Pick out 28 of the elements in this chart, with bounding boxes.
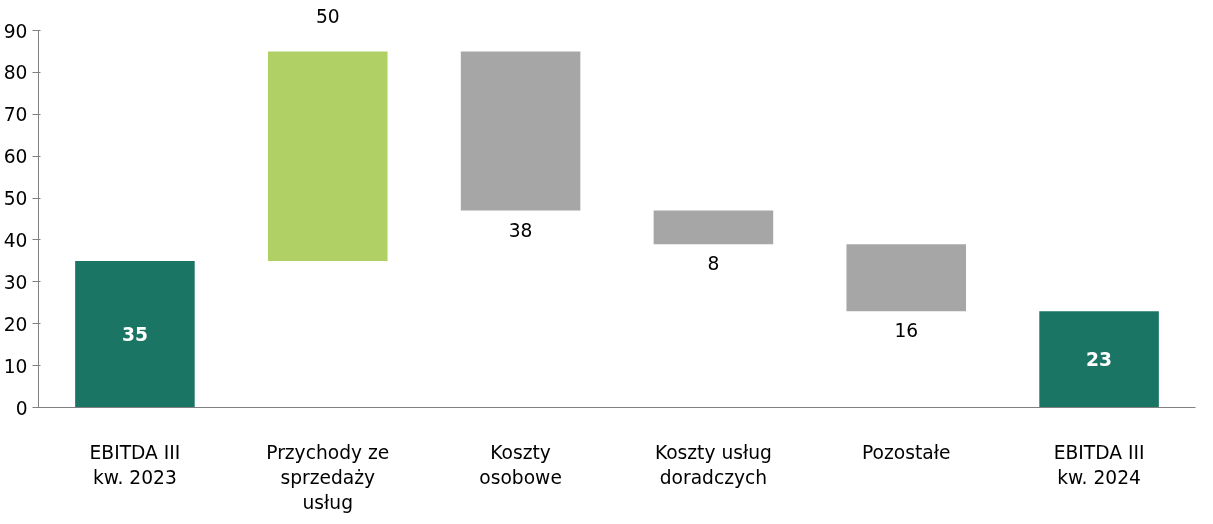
y-tick-label: 40 — [3, 229, 28, 251]
data-label: 35 — [121, 324, 148, 346]
bar — [1039, 311, 1159, 408]
data-label: 50 — [315, 5, 340, 27]
x-tick-label: Koszty osobowe — [479, 441, 562, 488]
data-label: 23 — [1086, 349, 1113, 371]
x-tick-label: Koszty usług doradczych — [654, 441, 772, 488]
y-tick-label: 90 — [3, 20, 28, 42]
y-tick-label: 70 — [3, 104, 28, 126]
x-tick-label: Przychody ze sprzedaży usług — [266, 441, 390, 513]
y-tick-label: 10 — [3, 355, 28, 377]
y-tick-label: 0 — [15, 397, 28, 419]
y-tick-label: 80 — [3, 62, 28, 84]
bar — [846, 244, 967, 312]
y-tick-label: 20 — [3, 313, 28, 335]
y-tick-label: 30 — [3, 271, 28, 293]
y-tick-label: 60 — [3, 146, 28, 168]
bar — [75, 260, 195, 408]
x-tick-label: EBITDA III kw. 2024 — [1053, 441, 1145, 488]
data-label: 16 — [894, 320, 919, 342]
y-tick-label: 50 — [3, 188, 28, 210]
x-tick-label: EBITDA III kw. 2023 — [89, 441, 181, 488]
bar — [460, 51, 581, 211]
data-label: 38 — [508, 219, 533, 241]
bar — [267, 51, 388, 261]
data-label: 8 — [707, 253, 720, 275]
x-tick-label: Pozostałe — [862, 441, 951, 463]
bar — [653, 210, 774, 245]
